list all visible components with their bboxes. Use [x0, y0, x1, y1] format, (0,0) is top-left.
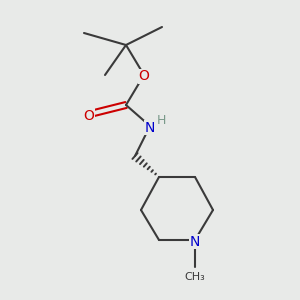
Text: H: H	[157, 114, 166, 127]
Text: O: O	[83, 109, 94, 122]
Text: CH₃: CH₃	[184, 272, 206, 281]
Text: O: O	[139, 70, 149, 83]
Text: N: N	[145, 121, 155, 134]
Text: N: N	[190, 235, 200, 248]
